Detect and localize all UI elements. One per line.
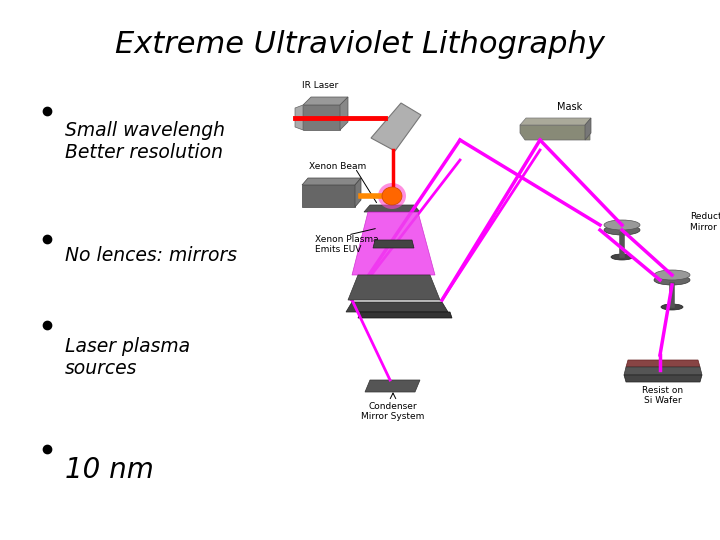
Polygon shape xyxy=(346,302,448,312)
Text: 10 nm: 10 nm xyxy=(65,456,153,484)
Polygon shape xyxy=(520,125,590,140)
Polygon shape xyxy=(626,360,700,367)
Text: Xenon Beam: Xenon Beam xyxy=(310,162,366,171)
Polygon shape xyxy=(364,205,420,212)
Ellipse shape xyxy=(604,225,640,235)
Polygon shape xyxy=(585,118,591,140)
Text: Reduction
Mirror System: Reduction Mirror System xyxy=(690,212,720,232)
Polygon shape xyxy=(624,375,702,382)
Text: Laser plasma
sources: Laser plasma sources xyxy=(65,338,190,379)
Polygon shape xyxy=(303,105,340,130)
Ellipse shape xyxy=(378,183,406,209)
Polygon shape xyxy=(302,178,361,185)
Polygon shape xyxy=(302,185,355,207)
Polygon shape xyxy=(352,212,435,275)
Text: Xenon Plasma
Emits EUV: Xenon Plasma Emits EUV xyxy=(315,235,379,254)
Text: Extreme Ultraviolet Lithography: Extreme Ultraviolet Lithography xyxy=(115,30,605,59)
Polygon shape xyxy=(520,118,591,125)
Polygon shape xyxy=(365,380,420,392)
Polygon shape xyxy=(358,312,452,318)
Ellipse shape xyxy=(654,270,690,280)
Text: Mask: Mask xyxy=(557,102,582,112)
Ellipse shape xyxy=(604,220,640,230)
Ellipse shape xyxy=(382,187,402,205)
Polygon shape xyxy=(355,178,361,207)
Text: Resist on
Si Wafer: Resist on Si Wafer xyxy=(642,386,683,406)
Polygon shape xyxy=(303,97,348,105)
Polygon shape xyxy=(371,103,421,151)
Ellipse shape xyxy=(654,275,690,285)
Polygon shape xyxy=(373,240,414,248)
Text: IR Laser: IR Laser xyxy=(302,81,338,90)
Polygon shape xyxy=(624,367,702,375)
Polygon shape xyxy=(348,275,440,300)
Text: No lences: mirrors: No lences: mirrors xyxy=(65,246,237,265)
Text: Small wavelengh
Better resolution: Small wavelengh Better resolution xyxy=(65,122,225,163)
Polygon shape xyxy=(295,105,303,130)
Polygon shape xyxy=(340,97,348,130)
Text: Condenser
Mirror System: Condenser Mirror System xyxy=(361,402,425,421)
Ellipse shape xyxy=(611,254,633,260)
Ellipse shape xyxy=(661,304,683,310)
